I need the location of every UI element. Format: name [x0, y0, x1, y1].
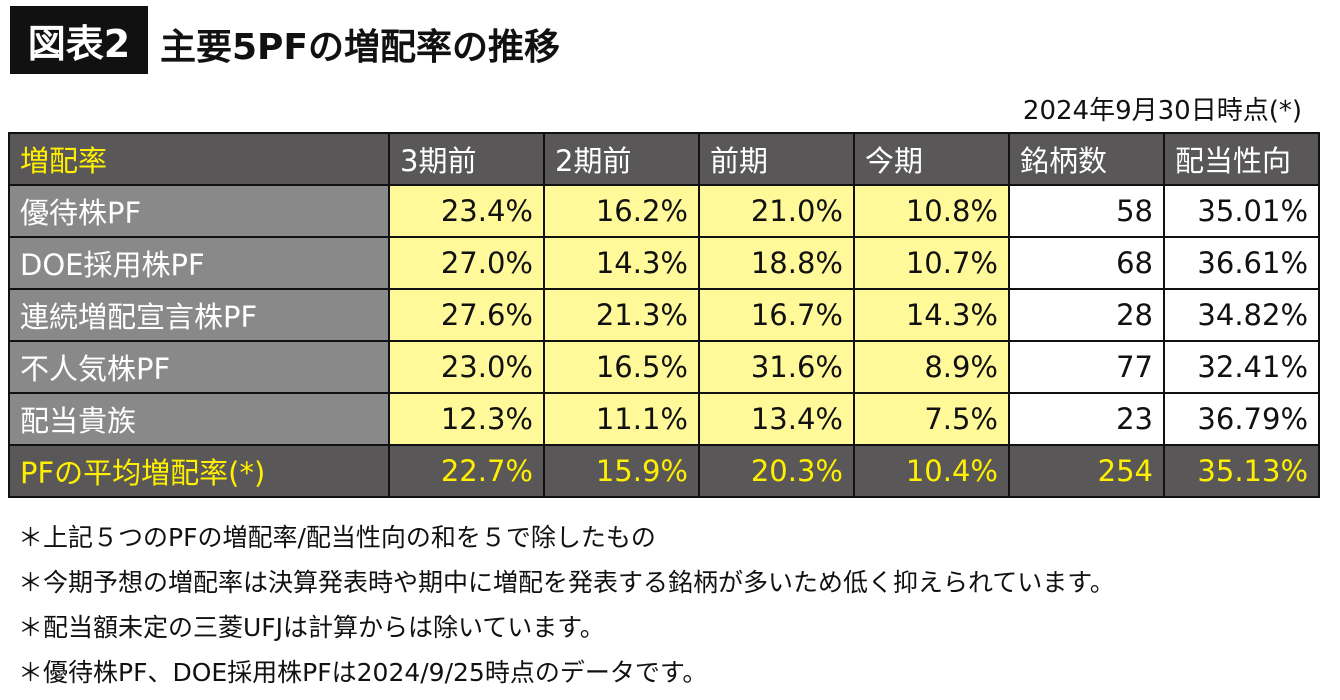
- table-cell: 58: [1008, 184, 1165, 238]
- table-cell: 23.0%: [388, 340, 545, 394]
- table-cell: 77: [1008, 340, 1165, 394]
- table-cell: 34.82%: [1163, 288, 1320, 342]
- footnote: ＊今期予想の増配率は決算発表時や期中に増配を発表する銘柄が多いため低く抑えられて…: [18, 568, 1115, 597]
- figure-badge: 図表2: [10, 6, 148, 74]
- column-header: 3期前: [388, 132, 545, 186]
- table-cell: 31.6%: [698, 340, 855, 394]
- table-cell: 68: [1008, 236, 1165, 290]
- table-cell: 14.3%: [853, 288, 1010, 342]
- footnote: ＊優待株PF、DOE採用株PFは2024/9/25時点のデータです。: [18, 658, 708, 687]
- row-label: PFの平均増配率(*): [8, 444, 390, 498]
- table-cell: 10.4%: [853, 444, 1010, 498]
- column-header: 2期前: [543, 132, 700, 186]
- row-label: DOE採用株PF: [8, 236, 390, 290]
- table-row: 不人気株PF 23.0% 16.5% 31.6% 8.9% 77 32.41%: [8, 340, 1320, 394]
- table-cell: 16.2%: [543, 184, 700, 238]
- table-cell: 20.3%: [698, 444, 855, 498]
- table-cell: 14.3%: [543, 236, 700, 290]
- table-row: 優待株PF 23.4% 16.2% 21.0% 10.8% 58 35.01%: [8, 184, 1320, 238]
- footnote: ＊配当額未定の三菱UFJは計算からは除いています。: [18, 613, 605, 642]
- column-header: 銘柄数: [1008, 132, 1165, 186]
- table-cell: 10.7%: [853, 236, 1010, 290]
- column-header: 増配率: [8, 132, 390, 186]
- row-label: 配当貴族: [8, 392, 390, 446]
- table-cell: 23.4%: [388, 184, 545, 238]
- footnote: ＊上記５つのPFの増配率/配当性向の和を５で除したもの: [18, 523, 656, 552]
- row-label: 不人気株PF: [8, 340, 390, 394]
- table-cell: 36.79%: [1163, 392, 1320, 446]
- table-cell: 22.7%: [388, 444, 545, 498]
- table-cell: 27.6%: [388, 288, 545, 342]
- table-cell: 13.4%: [698, 392, 855, 446]
- table-cell: 10.8%: [853, 184, 1010, 238]
- table-cell: 254: [1008, 444, 1165, 498]
- table-cell: 36.61%: [1163, 236, 1320, 290]
- table-cell: 15.9%: [543, 444, 700, 498]
- dividend-growth-table: 増配率 3期前 2期前 前期 今期 銘柄数 配当性向 優待株PF 23.4% 16.…: [8, 132, 1320, 498]
- table-row: 配当貴族 12.3% 11.1% 13.4% 7.5% 23 36.79%: [8, 392, 1320, 446]
- as-of-date: 2024年9月30日時点(*): [1022, 96, 1302, 126]
- table-cell: 7.5%: [853, 392, 1010, 446]
- table-cell: 11.1%: [543, 392, 700, 446]
- table-cell: 27.0%: [388, 236, 545, 290]
- table-cell: 23: [1008, 392, 1165, 446]
- table-cell: 28: [1008, 288, 1165, 342]
- table-cell: 21.3%: [543, 288, 700, 342]
- table-cell: 32.41%: [1163, 340, 1320, 394]
- table-row: 連続増配宣言株PF 27.6% 21.3% 16.7% 14.3% 28 34.82%: [8, 288, 1320, 342]
- table-cell: 8.9%: [853, 340, 1010, 394]
- table-cell: 16.5%: [543, 340, 700, 394]
- column-header: 今期: [853, 132, 1010, 186]
- column-header: 配当性向: [1163, 132, 1320, 186]
- column-header: 前期: [698, 132, 855, 186]
- page-title: 主要5PFの増配率の推移: [160, 27, 561, 68]
- table-cell: 21.0%: [698, 184, 855, 238]
- table-cell: 12.3%: [388, 392, 545, 446]
- table-cell: 35.01%: [1163, 184, 1320, 238]
- footnotes: ＊上記５つのPFの増配率/配当性向の和を５で除したもの ＊今期予想の増配率は決算…: [18, 515, 1115, 695]
- table-cell: 18.8%: [698, 236, 855, 290]
- row-label: 優待株PF: [8, 184, 390, 238]
- table-header-row: 増配率 3期前 2期前 前期 今期 銘柄数 配当性向: [8, 132, 1320, 186]
- table-cell: 35.13%: [1163, 444, 1320, 498]
- row-label: 連続増配宣言株PF: [8, 288, 390, 342]
- table-row: DOE採用株PF 27.0% 14.3% 18.8% 10.7% 68 36.61%: [8, 236, 1320, 290]
- average-row: PFの平均増配率(*) 22.7% 15.9% 20.3% 10.4% 254 35.13%: [8, 444, 1320, 498]
- table-cell: 16.7%: [698, 288, 855, 342]
